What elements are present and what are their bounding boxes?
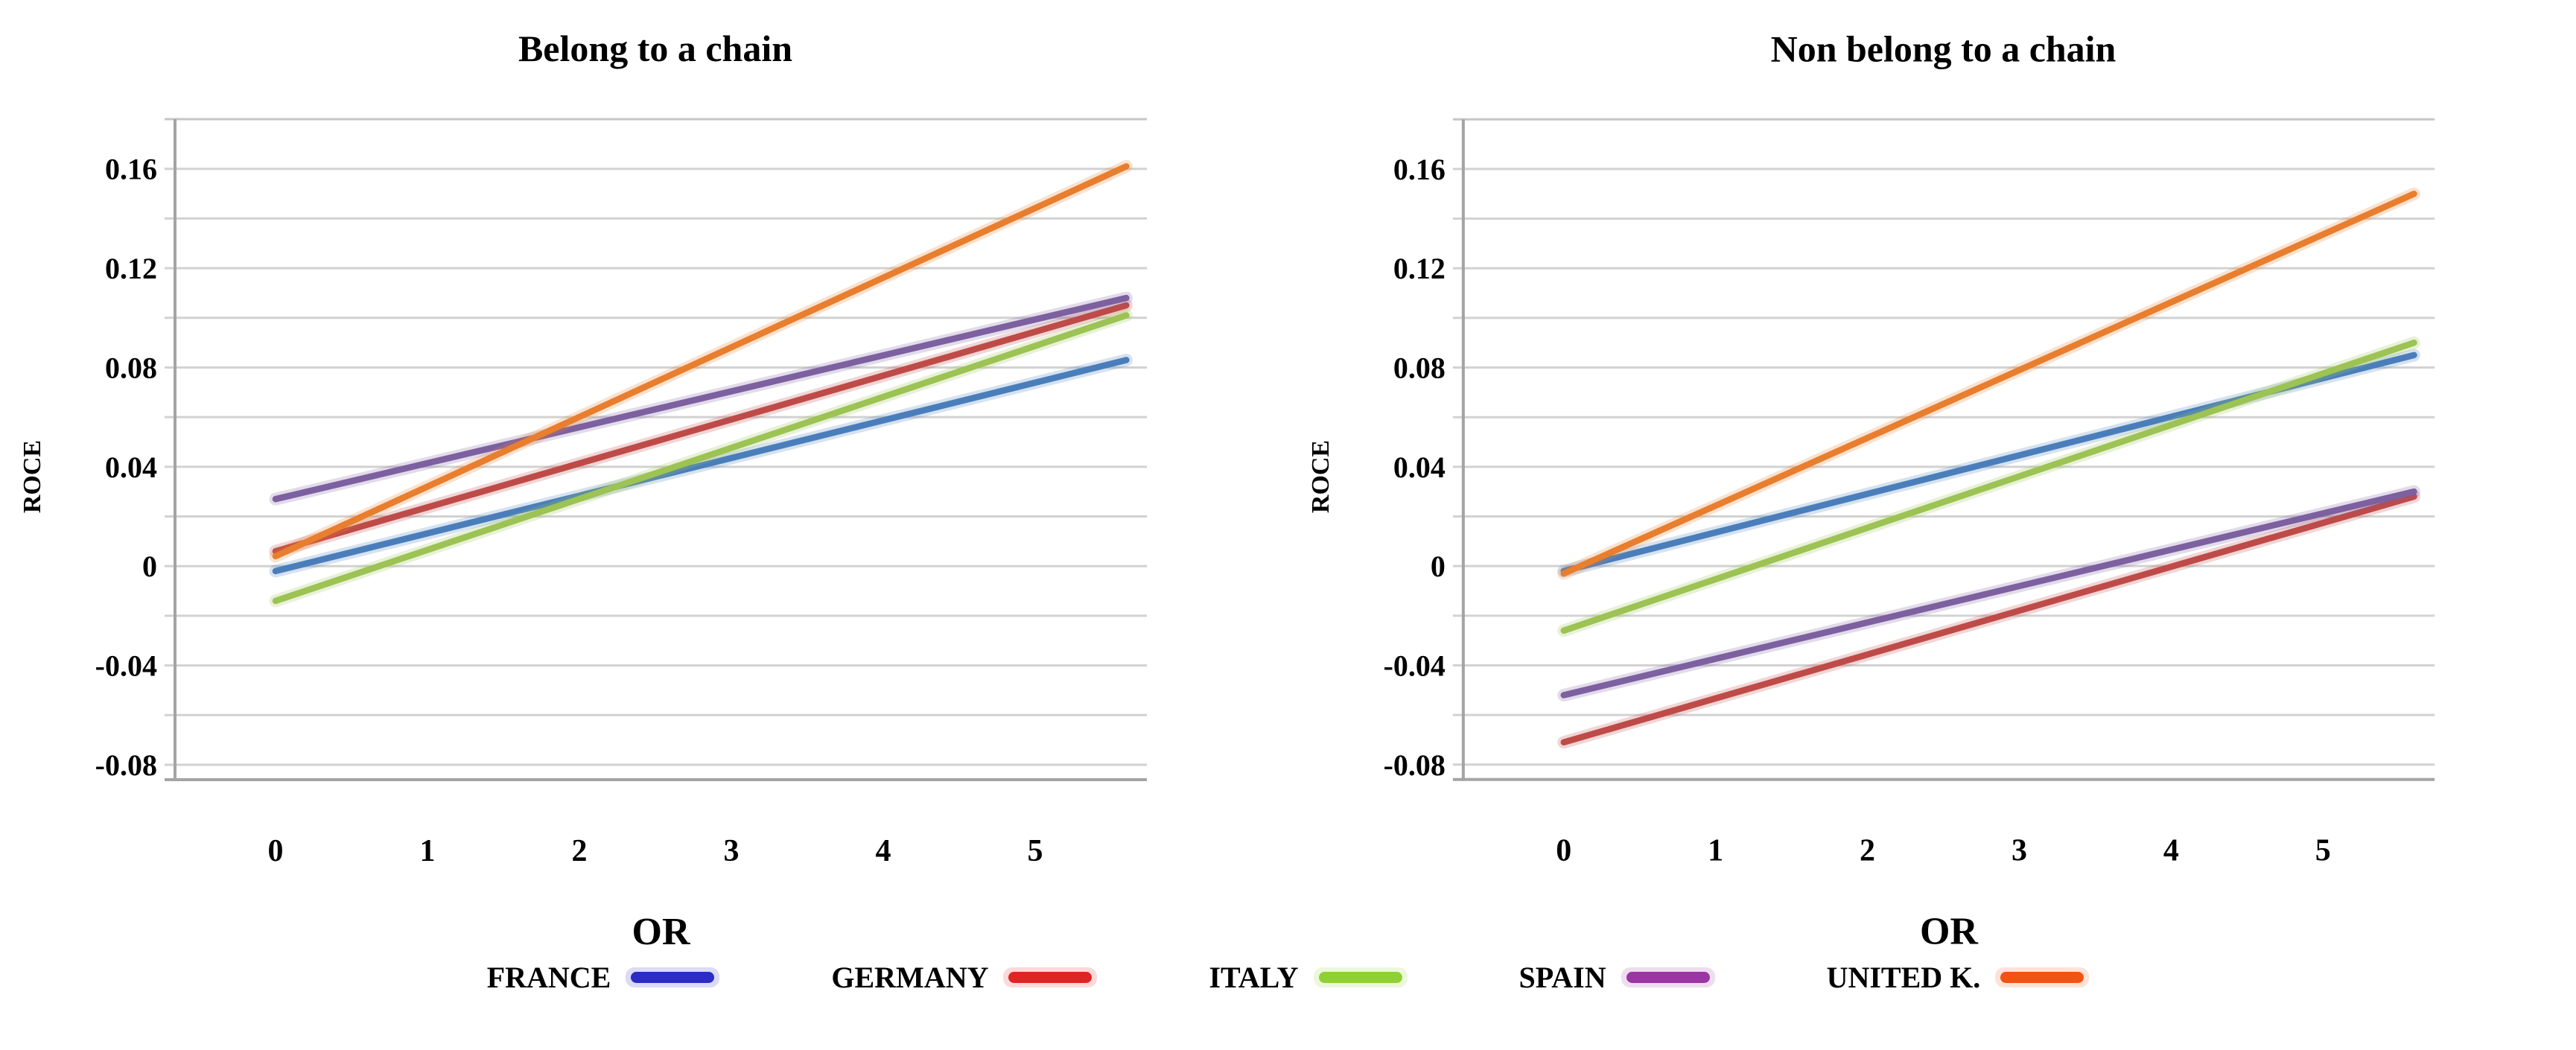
legend-label: GERMANY xyxy=(831,960,989,994)
x-tick-label: 1 xyxy=(1708,834,1723,868)
y-tick-label: 0.12 xyxy=(1393,252,1446,285)
y-tick-label: -0.08 xyxy=(95,748,157,782)
legend-swatch xyxy=(1621,967,1715,987)
series-line-spain xyxy=(1560,488,2417,699)
legend-item-germany: GERMANY xyxy=(831,960,1098,995)
x-tick-label: 1 xyxy=(420,834,436,868)
x-tick-label: 0 xyxy=(1556,834,1571,868)
legend-label: SPAIN xyxy=(1518,960,1606,994)
x-tick-label: 2 xyxy=(572,834,588,868)
gridlines xyxy=(165,168,1147,766)
y-tick-label: 0.16 xyxy=(1393,153,1446,186)
y-tick-label: 0.08 xyxy=(1393,351,1446,385)
y-tick-label: -0.04 xyxy=(95,649,157,683)
chart-title: Non belong to a chain xyxy=(1771,28,2117,69)
legend-swatch xyxy=(1003,967,1098,987)
legend-item-spain: SPAIN xyxy=(1519,960,1715,995)
x-axis-title: OR xyxy=(1920,911,1978,953)
y-tick-label: 0.08 xyxy=(105,351,157,384)
legend-label: UNITED K. xyxy=(1826,960,1981,994)
x-axis-title: OR xyxy=(632,911,691,953)
series-line-united-k xyxy=(1560,191,2417,577)
x-tick-label: 4 xyxy=(876,834,891,868)
charts-row: Belong to a chain 0.16 0.12 0.08 0.04 0 -0.04 -… xyxy=(19,28,2435,953)
y-tick-label: 0.12 xyxy=(105,252,157,285)
legend-item-italy: ITALY xyxy=(1209,960,1408,995)
x-tick-label: 5 xyxy=(2315,834,2331,868)
series-line-united-k xyxy=(272,163,1130,560)
y-tick-label: -0.08 xyxy=(1384,748,1446,782)
legend-swatch-line xyxy=(1626,971,1710,983)
series-line-italy xyxy=(272,312,1130,605)
x-tick-label: 0 xyxy=(268,834,284,868)
y-tick-label: 0.16 xyxy=(105,153,157,186)
chart-title: Belong to a chain xyxy=(518,28,792,69)
x-tick-label: 3 xyxy=(2011,834,2027,868)
legend-item-united-k: UNITED K. xyxy=(1827,960,2090,995)
series-line-italy xyxy=(1560,339,2417,634)
x-tick-label: 2 xyxy=(1860,834,1875,868)
x-tick-label: 3 xyxy=(724,834,740,868)
series-line-spain xyxy=(272,294,1130,503)
legend-swatch xyxy=(626,967,720,987)
y-tick-label: 0.04 xyxy=(105,451,157,484)
chart-non-belong-to-a-chain: Non belong to a chain 0.16 0.12 0.08 0.04 0 -0… xyxy=(1307,28,2435,953)
chart-belong-to-a-chain: Belong to a chain 0.16 0.12 0.08 0.04 0 -0.04 -… xyxy=(19,28,1147,953)
legend-item-france: FRANCE xyxy=(487,960,720,995)
legend-swatch-line xyxy=(1008,971,1093,983)
legend-swatch-line xyxy=(2000,971,2084,983)
y-tick-label: 0 xyxy=(142,550,157,583)
series-line-germany xyxy=(272,302,1130,555)
legend-swatch xyxy=(1313,967,1408,987)
gridlines xyxy=(1452,168,2435,766)
x-tick-label: 5 xyxy=(1028,834,1043,868)
legend-swatch xyxy=(1995,967,2090,987)
legend-swatch-line xyxy=(1318,971,1402,983)
y-axis-title: ROCE xyxy=(19,440,46,513)
series-line-france xyxy=(272,357,1130,575)
x-tick-label: 4 xyxy=(2163,834,2179,868)
y-tick-label: 0.04 xyxy=(1393,451,1446,484)
y-axis-title: ROCE xyxy=(1307,440,1335,513)
series-line-germany xyxy=(1560,493,2417,746)
chart-legend: FRANCE GERMANY ITALY SPAIN UNITED K. xyxy=(0,947,2576,1007)
y-tick-label: 0 xyxy=(1431,550,1446,583)
legend-label: ITALY xyxy=(1209,960,1299,994)
y-tick-label: -0.04 xyxy=(1384,649,1446,682)
legend-swatch-line xyxy=(631,971,715,983)
legend-label: FRANCE xyxy=(486,960,611,994)
